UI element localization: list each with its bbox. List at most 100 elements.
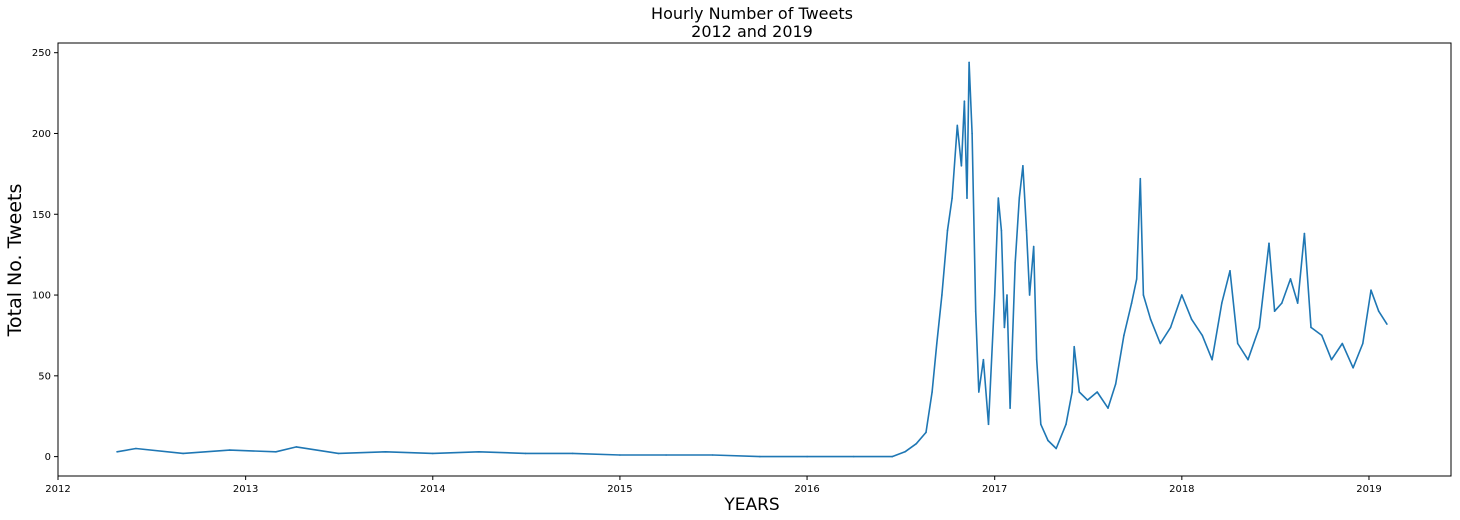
data-point — [1025, 229, 1028, 232]
data-point — [229, 449, 231, 451]
data-point — [1055, 447, 1057, 450]
data-point — [1159, 342, 1162, 345]
data-point — [1135, 278, 1138, 280]
data-point — [1078, 391, 1081, 393]
data-point — [971, 132, 973, 135]
x-tick-label: 2015 — [607, 484, 632, 495]
data-point — [1018, 197, 1021, 199]
data-point — [1321, 334, 1323, 337]
data-point — [1032, 245, 1035, 248]
data-point — [1273, 310, 1276, 313]
data-point — [1149, 318, 1152, 321]
data-point — [478, 451, 480, 453]
x-tick-label: 2019 — [1356, 484, 1381, 495]
data-point — [1190, 318, 1193, 321]
data-point — [1003, 326, 1006, 329]
data-point — [1014, 261, 1016, 264]
data-point — [1221, 302, 1223, 304]
data-point — [1289, 278, 1292, 280]
data-point — [1201, 334, 1204, 337]
data-point — [1281, 302, 1283, 304]
data-point — [619, 454, 621, 456]
data-point — [993, 294, 996, 296]
chart-subtitle: 2012 and 2019 — [691, 22, 813, 41]
data-point — [966, 197, 968, 199]
data-point — [1352, 367, 1354, 369]
data-point — [997, 197, 1000, 199]
data-point — [1114, 383, 1117, 385]
data-point — [936, 342, 938, 345]
data-point — [1169, 326, 1172, 329]
y-tick-label: 200 — [32, 129, 51, 140]
data-point — [135, 447, 137, 450]
plot-area-frame — [57, 42, 1452, 477]
data-point — [1303, 232, 1306, 235]
data-point — [1386, 323, 1388, 325]
data-point — [275, 451, 277, 453]
data-point — [1022, 165, 1024, 167]
y-tick-label: 250 — [32, 48, 51, 59]
data-point — [956, 124, 959, 127]
y-tick-label: 100 — [32, 291, 51, 302]
data-point — [925, 431, 927, 434]
data-point — [1181, 294, 1183, 296]
data-point — [432, 452, 434, 455]
series-line-0 — [116, 61, 1388, 458]
data-point — [1086, 399, 1089, 401]
data-point — [1073, 345, 1075, 348]
data-point — [1009, 407, 1011, 409]
x-tick-label: 2016 — [794, 484, 819, 495]
data-point — [665, 454, 667, 456]
data-point — [1139, 177, 1142, 180]
data-point — [182, 452, 184, 455]
data-point — [852, 455, 855, 458]
data-point — [1370, 289, 1372, 292]
data-point — [982, 358, 985, 361]
data-point — [524, 452, 527, 455]
data-point — [1040, 423, 1042, 426]
data-point — [1247, 358, 1249, 361]
data-point — [915, 442, 918, 445]
data-point — [1071, 391, 1073, 393]
data-point — [963, 100, 966, 102]
data-point — [931, 391, 933, 393]
data-point — [571, 452, 574, 455]
data-point — [1028, 294, 1031, 296]
data-point — [987, 423, 990, 426]
data-point — [946, 229, 949, 232]
data-point — [806, 455, 808, 458]
data-point — [1035, 358, 1038, 361]
y-tick-label: 150 — [32, 210, 51, 221]
data-point — [1377, 310, 1380, 313]
data-point — [1047, 439, 1049, 442]
data-point — [759, 455, 761, 458]
data-point — [904, 451, 906, 453]
data-point — [960, 165, 963, 167]
chart-title: Hourly Number of Tweets — [651, 4, 853, 23]
data-point — [968, 61, 970, 64]
data-point — [1006, 294, 1008, 296]
data-point — [1065, 423, 1067, 426]
data-point — [1268, 242, 1270, 245]
data-point — [1142, 294, 1145, 296]
data-point — [1211, 358, 1213, 361]
data-point — [951, 197, 953, 199]
y-axis: 0 50 100 150 200 250 — [32, 48, 58, 463]
x-axis-label: YEARS — [723, 495, 779, 515]
x-tick-label: 2012 — [45, 484, 70, 495]
data-point — [1362, 342, 1364, 345]
y-tick-label: 0 — [45, 452, 51, 463]
x-tick-label: 2018 — [1169, 484, 1194, 495]
data-point — [1330, 358, 1333, 361]
data-point — [891, 455, 893, 458]
data-point — [1130, 302, 1133, 304]
data-point — [941, 294, 943, 296]
data-point — [978, 391, 980, 393]
data-point — [711, 454, 714, 456]
data-point — [1310, 326, 1312, 329]
y-axis-label: Total No. Tweets — [4, 184, 26, 338]
data-point — [1096, 391, 1098, 393]
x-tick-label: 2014 — [420, 484, 445, 495]
y-tick-label: 50 — [38, 371, 51, 382]
x-axis: 2012 2013 2014 2015 2016 2017 2018 2019 — [45, 476, 1382, 495]
